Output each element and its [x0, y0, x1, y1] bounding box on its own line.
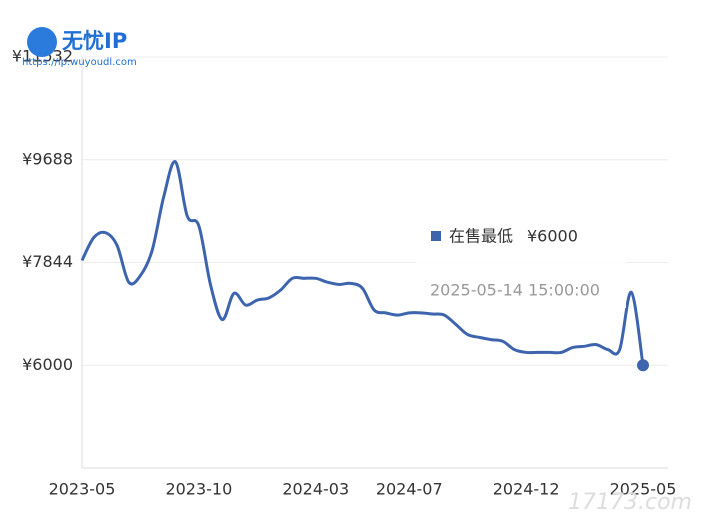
x-tick-label: 2023-05 — [49, 480, 116, 499]
watermark-corner: 17173.com — [568, 490, 692, 515]
x-tick-label: 2023-10 — [165, 480, 232, 499]
tooltip-time: 2025-05-14 15:00:00 — [430, 281, 600, 300]
tooltip-value: ¥6000 — [527, 227, 578, 246]
watermark-brand: 无忧IP — [62, 29, 127, 53]
line — [80, 160, 645, 366]
tooltip-box — [416, 214, 626, 308]
tooltip-series: 在售最低 — [449, 227, 513, 246]
watermark-logo — [27, 27, 57, 57]
watermark: 无忧IP https://ip.wuyoudl.com 17173.com — [22, 27, 692, 515]
end-point — [637, 359, 649, 372]
tooltip: 在售最低 ¥6000 2025-05-14 15:00:00 — [416, 214, 626, 308]
x-tick-label: 2024-03 — [282, 480, 349, 499]
tooltip-swatch — [431, 231, 441, 241]
watermark-url: https://ip.wuyoudl.com — [22, 57, 137, 68]
y-tick-label: ¥9688 — [22, 149, 73, 168]
y-tick-label: ¥7844 — [22, 252, 73, 271]
plot: ¥6000¥7844¥9688¥115322023-052023-102024-… — [12, 47, 677, 499]
x-tick-label: 2024-12 — [493, 480, 560, 499]
x-tick-label: 2025-05 — [610, 480, 677, 499]
x-tick-label: 2024-07 — [376, 480, 443, 499]
y-tick-label: ¥6000 — [22, 355, 73, 374]
